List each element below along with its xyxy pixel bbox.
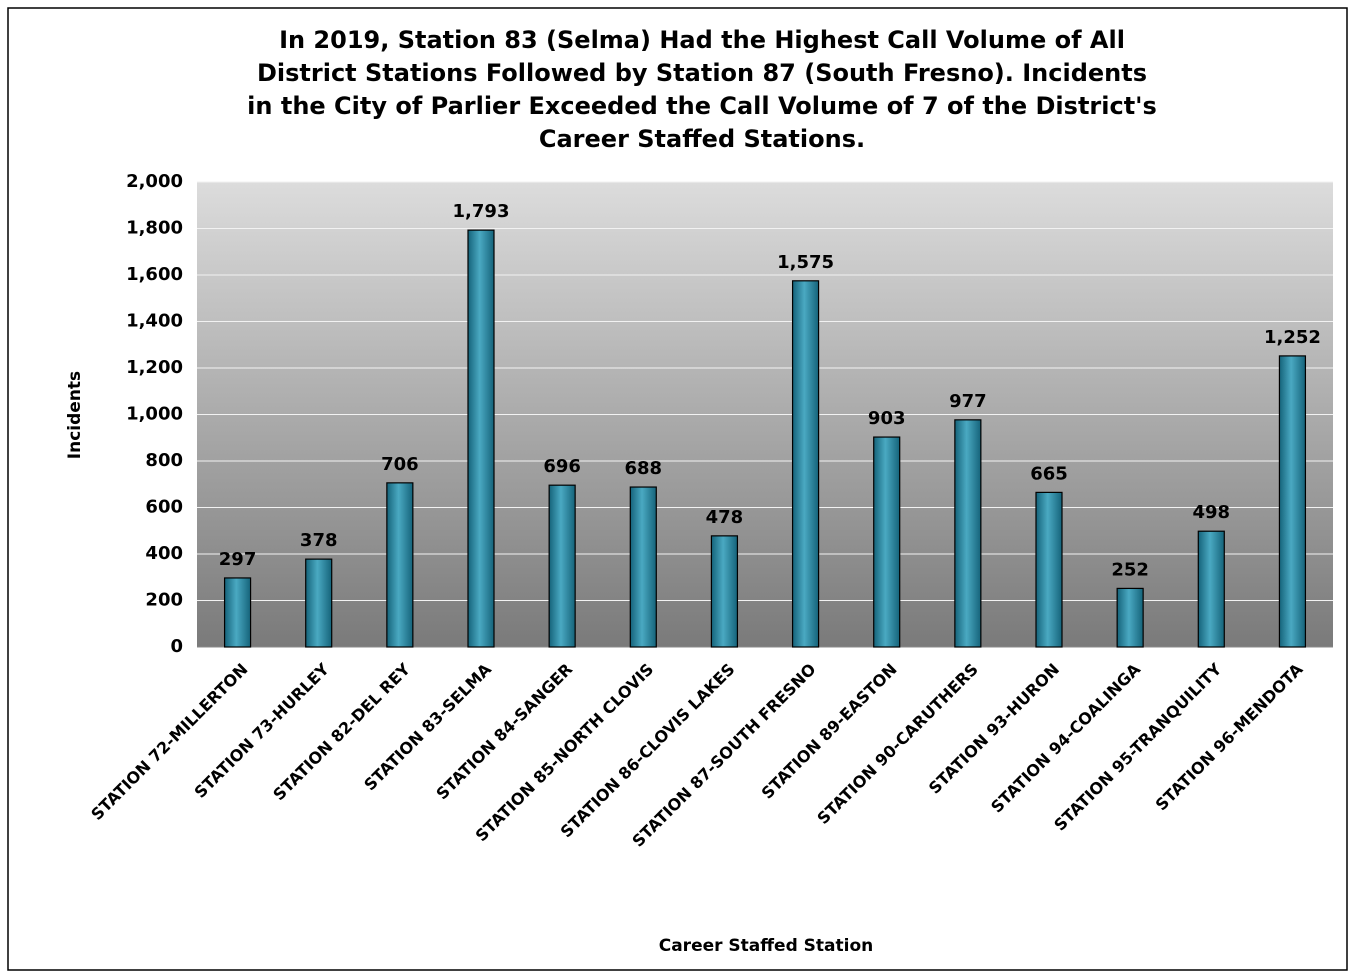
data-label: 297 bbox=[219, 549, 257, 570]
bar bbox=[873, 436, 901, 648]
bar bbox=[548, 484, 576, 648]
y-tick-label: 400 bbox=[145, 543, 183, 564]
x-axis-title: Career Staffed Station bbox=[659, 936, 874, 956]
bar bbox=[386, 482, 414, 648]
chart-title: Career Staffed Stations. bbox=[539, 125, 865, 153]
y-tick-label: 1,800 bbox=[126, 218, 183, 239]
data-label: 1,793 bbox=[453, 201, 510, 222]
y-tick-label: 2,000 bbox=[126, 171, 183, 192]
y-tick-label: 1,400 bbox=[126, 311, 183, 332]
bar bbox=[629, 486, 657, 648]
data-label: 903 bbox=[868, 408, 906, 429]
data-label: 252 bbox=[1111, 559, 1149, 580]
data-label: 688 bbox=[624, 458, 662, 479]
bar bbox=[710, 535, 739, 648]
data-label: 498 bbox=[1192, 502, 1230, 523]
data-label: 696 bbox=[543, 456, 581, 477]
y-tick-label: 1,200 bbox=[126, 357, 183, 378]
bar bbox=[1278, 355, 1307, 648]
data-label: 478 bbox=[706, 507, 744, 528]
data-label: 665 bbox=[1030, 463, 1068, 484]
bar bbox=[1116, 587, 1144, 648]
data-label: 1,252 bbox=[1264, 327, 1321, 348]
chart-title: In 2019, Station 83 (Selma) Had the High… bbox=[279, 26, 1125, 54]
bar bbox=[1197, 530, 1225, 648]
bar bbox=[791, 280, 820, 648]
y-tick-label: 0 bbox=[170, 636, 183, 657]
bar bbox=[954, 419, 982, 648]
y-tick-label: 1,000 bbox=[126, 404, 183, 425]
y-axis-title: Incidents bbox=[65, 371, 85, 459]
data-label: 706 bbox=[381, 454, 419, 475]
y-tick-label: 200 bbox=[145, 590, 183, 611]
data-label: 1,575 bbox=[777, 252, 834, 273]
bar bbox=[223, 577, 252, 648]
bar bbox=[1035, 491, 1063, 648]
y-tick-label: 600 bbox=[145, 497, 183, 518]
y-tick-label: 1,600 bbox=[126, 264, 183, 285]
data-label: 378 bbox=[300, 530, 338, 551]
y-tick-label: 800 bbox=[145, 450, 183, 471]
chart-title: District Stations Followed by Station 87… bbox=[257, 59, 1147, 87]
data-label: 977 bbox=[949, 391, 987, 412]
chart-title: in the City of Parlier Exceeded the Call… bbox=[247, 92, 1157, 120]
bar bbox=[305, 558, 333, 648]
bar bbox=[467, 229, 495, 648]
